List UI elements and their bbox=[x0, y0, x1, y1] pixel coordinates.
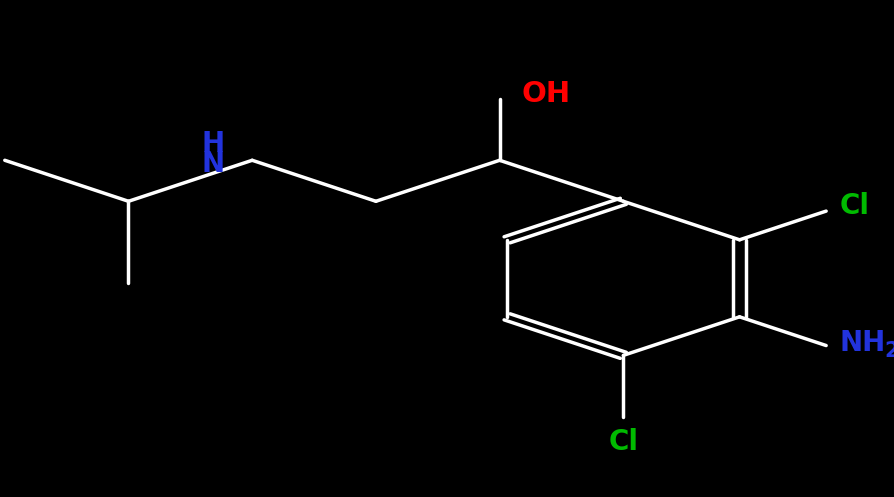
Text: Cl: Cl bbox=[608, 428, 637, 456]
Text: 2: 2 bbox=[883, 340, 894, 360]
Text: Cl: Cl bbox=[839, 192, 868, 220]
Text: OH: OH bbox=[520, 80, 569, 108]
Text: H: H bbox=[201, 130, 224, 158]
Text: NH: NH bbox=[839, 329, 884, 357]
Text: N: N bbox=[201, 150, 224, 178]
